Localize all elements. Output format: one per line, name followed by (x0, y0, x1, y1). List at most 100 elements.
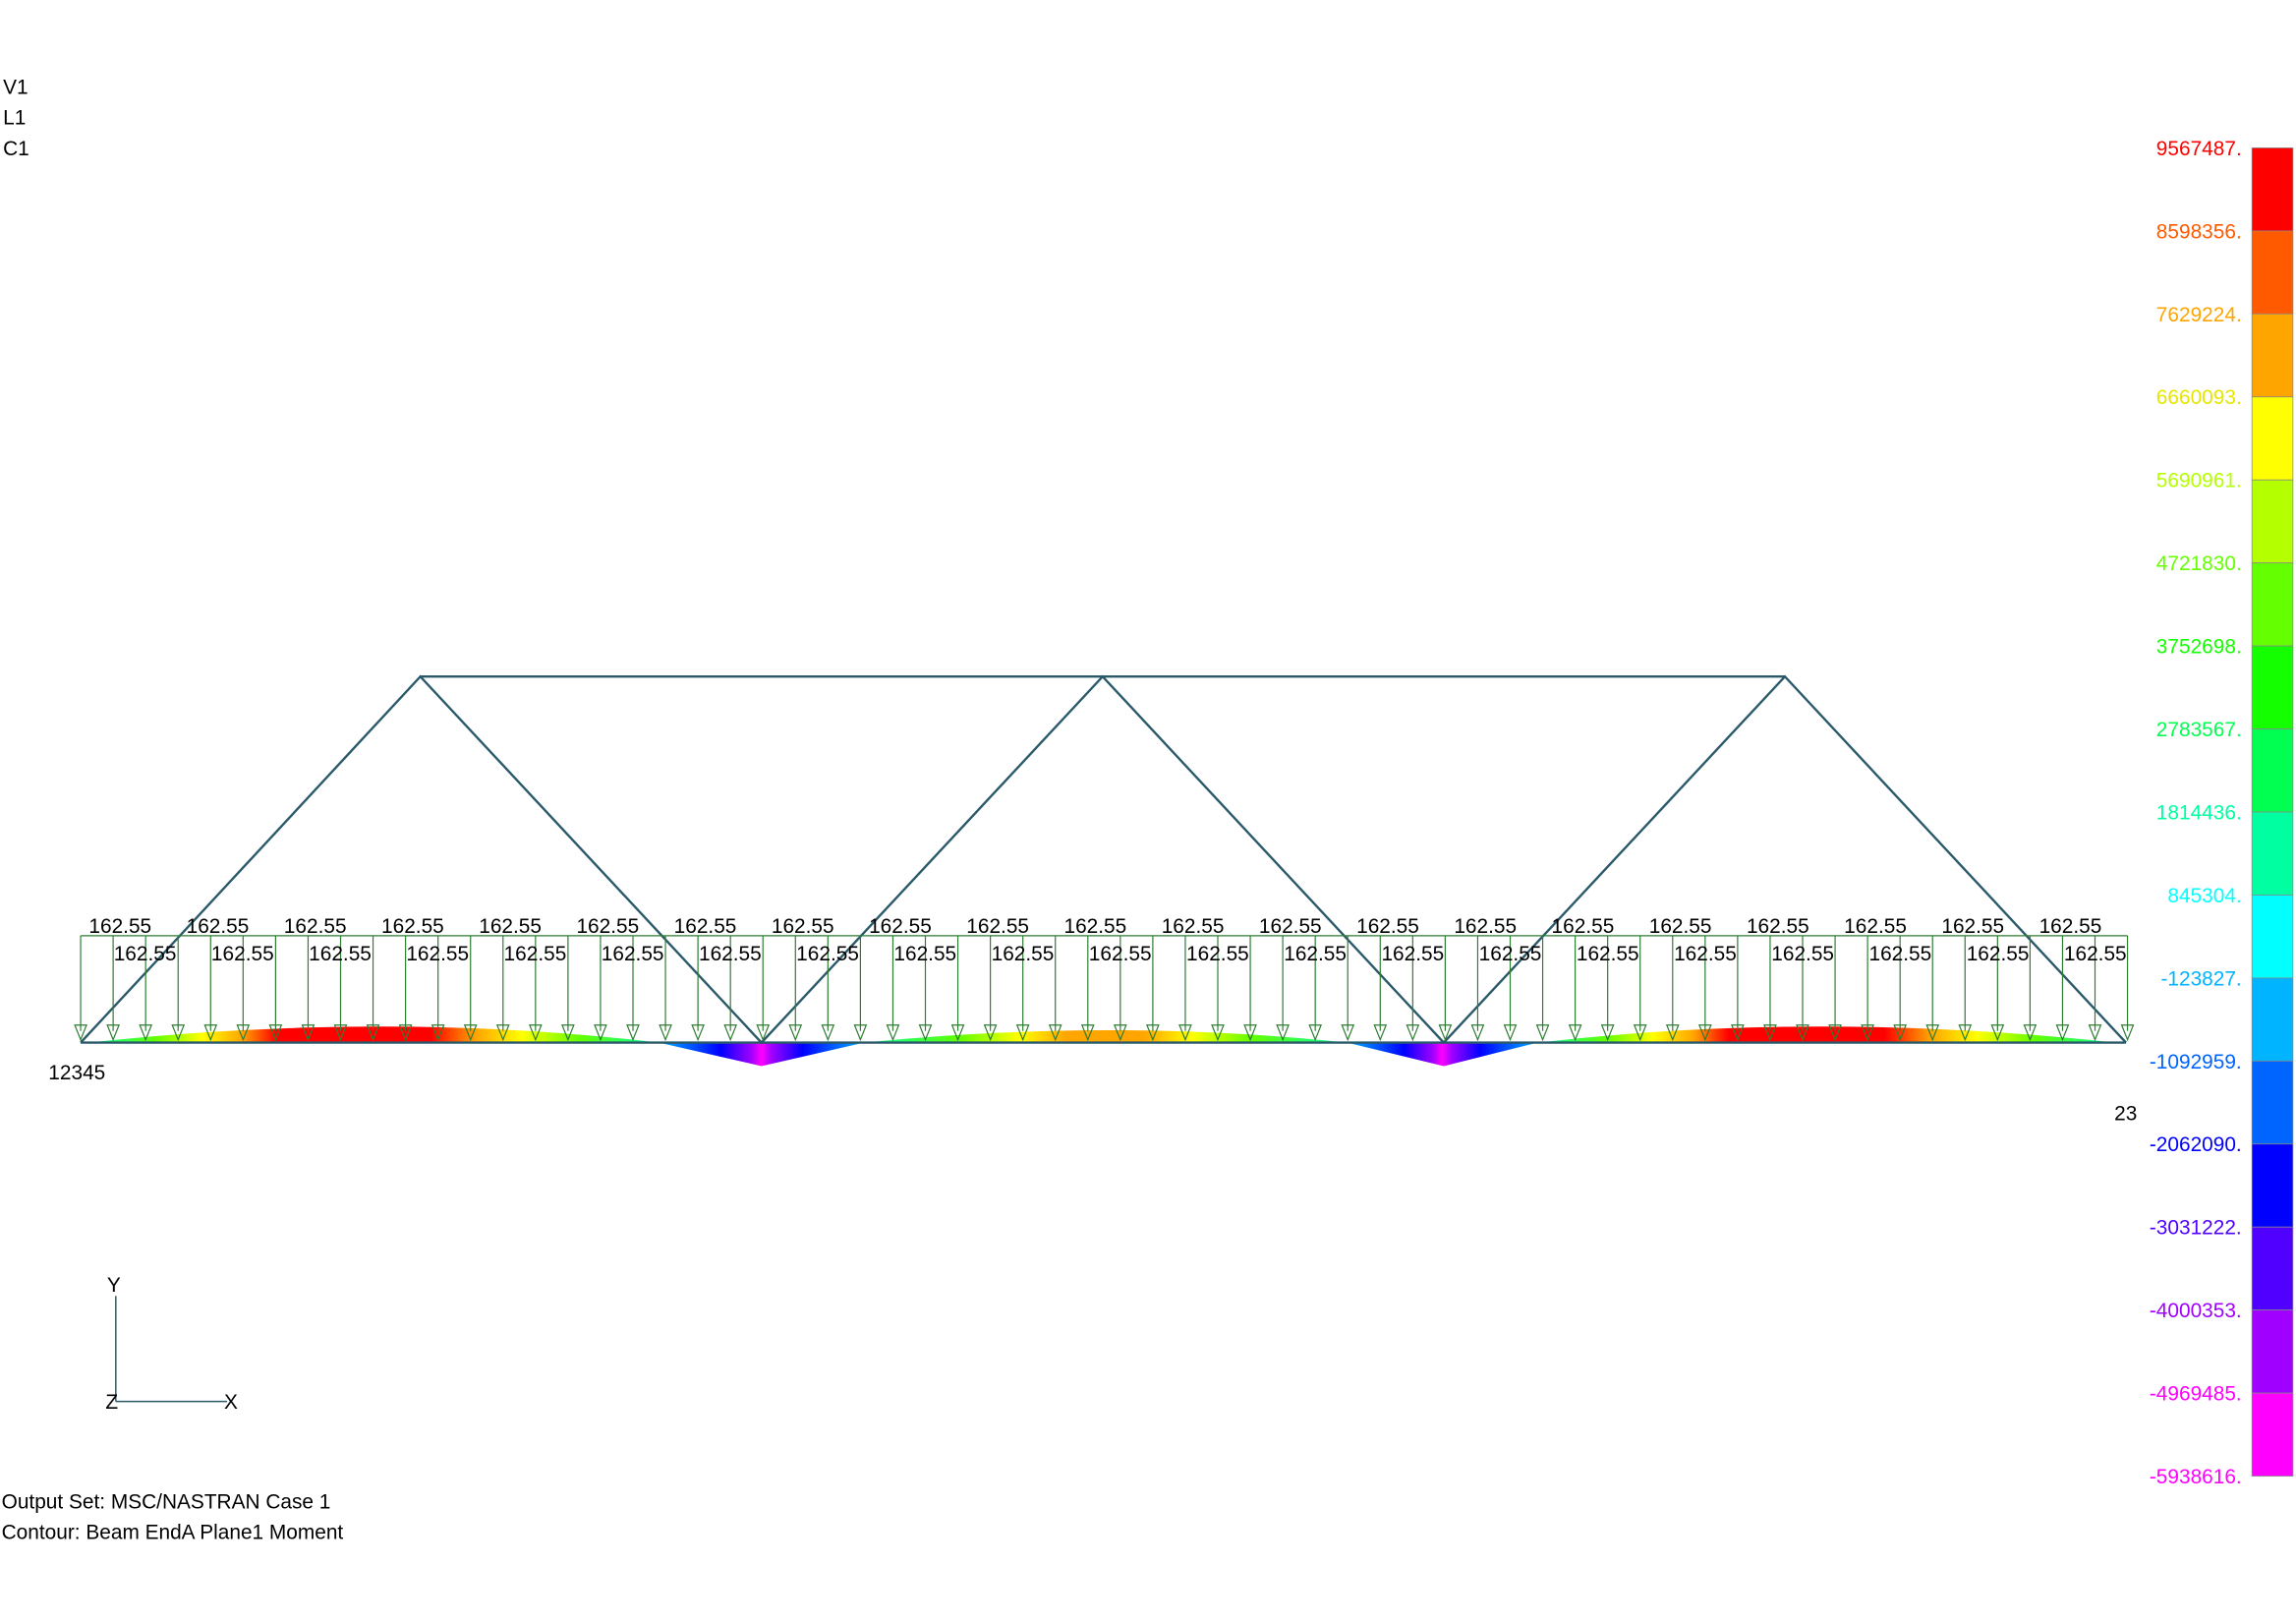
load-arrowhead (495, 1024, 510, 1042)
axis-triad: Y Z X (105, 1274, 238, 1414)
contour-span (1537, 1026, 2116, 1043)
load-arrowhead (1113, 1024, 1127, 1042)
legend-band (2251, 1226, 2294, 1311)
loads: 162.55 162.55 162.55 162.55 162.55 162.55 162.… (74, 915, 2135, 1042)
load-arrowhead (1406, 1024, 1420, 1042)
load-arrowhead (236, 1024, 251, 1042)
load-arrowhead (1535, 1024, 1550, 1042)
node-label: 12345 (48, 1062, 105, 1084)
load-label: 162.55 (1674, 943, 1737, 965)
load-arrowhead (1211, 1024, 1225, 1042)
legend-band (2251, 562, 2294, 647)
load-arrowhead (886, 1024, 900, 1042)
load-arrowhead (1146, 1024, 1160, 1042)
legend-label: -4000353. (2150, 1300, 2242, 1322)
load-label: 162.55 (1284, 943, 1347, 965)
load-label: 162.55 (1771, 943, 1834, 965)
diagonals (80, 674, 2127, 1045)
load-arrowhead (853, 1024, 868, 1042)
load-arrowhead (106, 1024, 120, 1042)
load-arrowhead (1470, 1024, 1485, 1042)
legend-label: -3031222. (2150, 1217, 2242, 1240)
load-arrowhead (2023, 1024, 2038, 1042)
load-label: 162.55 (893, 943, 956, 965)
load-label: 162.55 (504, 943, 567, 965)
legend-label: 8598356. (2156, 220, 2242, 243)
load-arrowhead (2120, 1024, 2135, 1042)
load-arrowhead (1276, 1024, 1290, 1042)
load-arrowhead (301, 1024, 316, 1042)
legend-band (2251, 147, 2294, 232)
contour-dip (659, 1042, 865, 1067)
header-line: V1 (3, 76, 29, 98)
legend-label: 5690961. (2156, 470, 2242, 493)
node-label: 23 (2114, 1103, 2137, 1126)
load-arrowhead (1308, 1024, 1323, 1042)
contour-dip (1347, 1042, 1538, 1067)
load-label: 162.55 (309, 943, 372, 965)
load-arrowhead (594, 1024, 607, 1042)
load-label: 162.55 (602, 943, 664, 965)
load-arrowhead (1178, 1024, 1192, 1042)
legend-label: 2783567. (2156, 719, 2242, 741)
load-label: 162.55 (772, 915, 834, 938)
load-arrowhead (1341, 1024, 1355, 1042)
load-arrowhead (1828, 1024, 1842, 1042)
load-label: 162.55 (2039, 915, 2102, 938)
load-label: 162.55 (576, 915, 639, 938)
load-label: 162.55 (187, 915, 250, 938)
legend-label: 1814436. (2156, 801, 2242, 824)
load-label: 162.55 (1552, 915, 1615, 938)
legend-label: -4969485. (2150, 1383, 2242, 1406)
load-arrowhead (950, 1024, 965, 1042)
load-label: 162.55 (114, 943, 177, 965)
load-arrowhead (398, 1024, 413, 1042)
load-label: 162.55 (966, 915, 1029, 938)
contour-span (87, 1026, 660, 1043)
legend-label: 9567487. (2156, 138, 2242, 160)
load-label: 162.55 (869, 915, 932, 938)
load-label: 162.55 (1089, 943, 1152, 965)
load-label: 162.55 (1186, 943, 1249, 965)
load-label: 162.55 (1868, 943, 1931, 965)
legend-band (2251, 313, 2294, 398)
load-label: 162.55 (211, 943, 274, 965)
load-arrowhead (918, 1024, 933, 1042)
load-arrowhead (659, 1024, 672, 1042)
load-label: 162.55 (2064, 943, 2127, 965)
load-arrowhead (1633, 1024, 1647, 1042)
triad-label: X (224, 1391, 238, 1414)
legend-band (2251, 1143, 2294, 1228)
load-arrowhead (1568, 1024, 1582, 1042)
load-arrowhead (561, 1024, 575, 1042)
load-arrowhead (1600, 1024, 1615, 1042)
legend-label: -123827. (2160, 967, 2241, 990)
header-line: C1 (3, 138, 29, 160)
legend-band (2251, 895, 2294, 979)
load-arrowhead (2088, 1024, 2102, 1042)
load-arrowhead (2055, 1024, 2070, 1042)
load-arrowhead (74, 1024, 87, 1042)
footer-line: Contour: Beam EndA Plane1 Moment (2, 1522, 344, 1544)
load-label: 162.55 (406, 943, 469, 965)
load-label: 162.55 (1454, 915, 1517, 938)
load-arrowhead (1731, 1024, 1745, 1042)
load-label: 162.55 (1162, 915, 1225, 938)
load-arrowhead (723, 1024, 738, 1042)
legend-band (2251, 645, 2294, 729)
legend-label: 4721830. (2156, 552, 2242, 575)
load-label: 162.55 (88, 915, 151, 938)
load-label: 162.55 (1941, 915, 2004, 938)
legend-label: -5938616. (2150, 1466, 2242, 1488)
legend-label: 845304. (2167, 885, 2241, 907)
load-arrowhead (1048, 1024, 1062, 1042)
legend-label: 6660093. (2156, 386, 2242, 409)
legend-band (2251, 1060, 2294, 1145)
load-arrowhead (1763, 1024, 1777, 1042)
load-arrowhead (1697, 1024, 1712, 1042)
load-label: 162.55 (674, 915, 737, 938)
load-arrowhead (691, 1024, 705, 1042)
load-arrowhead (626, 1024, 640, 1042)
load-arrowhead (1861, 1024, 1874, 1042)
